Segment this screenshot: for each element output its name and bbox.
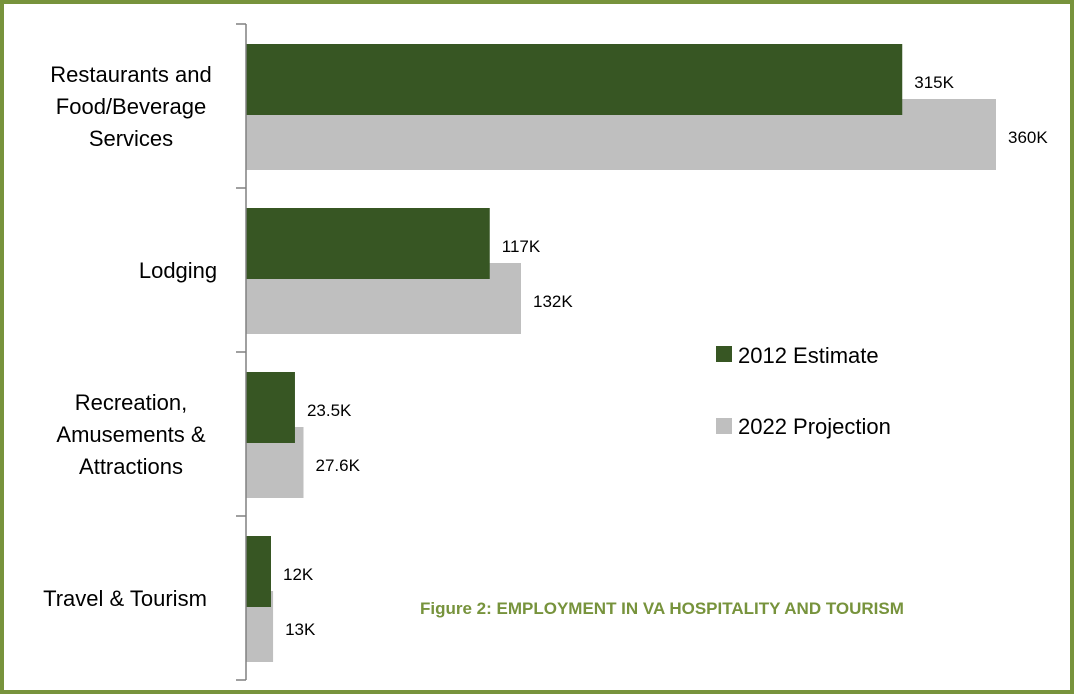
value-labels-group: 360K 132K 27.6K 13K 315K 117K 23.5K 12K [283,73,1048,639]
figure-title: Figure 2: EMPLOYMENT IN VA HOSPITALITY A… [420,599,904,618]
legend-swatch-2022-projection [716,418,732,434]
category-labels-group: Restaurants and Food/Beverage Services Lodg… [43,62,217,611]
category-label-2: Recreation, Amusements & Attractions [56,390,205,479]
value-label-2022-3: 13K [285,620,316,639]
bar-2012-2 [246,372,295,443]
value-label-2022-1: 132K [533,292,573,311]
bar-2012-0 [246,44,903,115]
bar-2012-1 [246,208,490,279]
bar-2012-3 [246,536,271,607]
category-label-0: Restaurants and Food/Beverage Services [50,62,211,151]
value-label-2012-3: 12K [283,565,314,584]
bars-group [246,44,996,662]
legend-label-2022-projection: 2022 Projection [738,414,891,439]
value-label-2012-2: 23.5K [307,401,352,420]
value-label-2022-2: 27.6K [316,456,361,475]
value-label-2012-0: 315K [914,73,954,92]
legend: 2012 Estimate 2022 Projection [716,343,891,439]
legend-label-2012-estimate: 2012 Estimate [738,343,879,368]
value-label-2012-1: 117K [502,237,541,256]
value-label-2022-0: 360K [1008,128,1048,147]
category-axis [236,23,247,681]
legend-swatch-2012-estimate [716,346,732,362]
category-label-1: Lodging [139,258,217,283]
category-label-3: Travel & Tourism [43,586,207,611]
